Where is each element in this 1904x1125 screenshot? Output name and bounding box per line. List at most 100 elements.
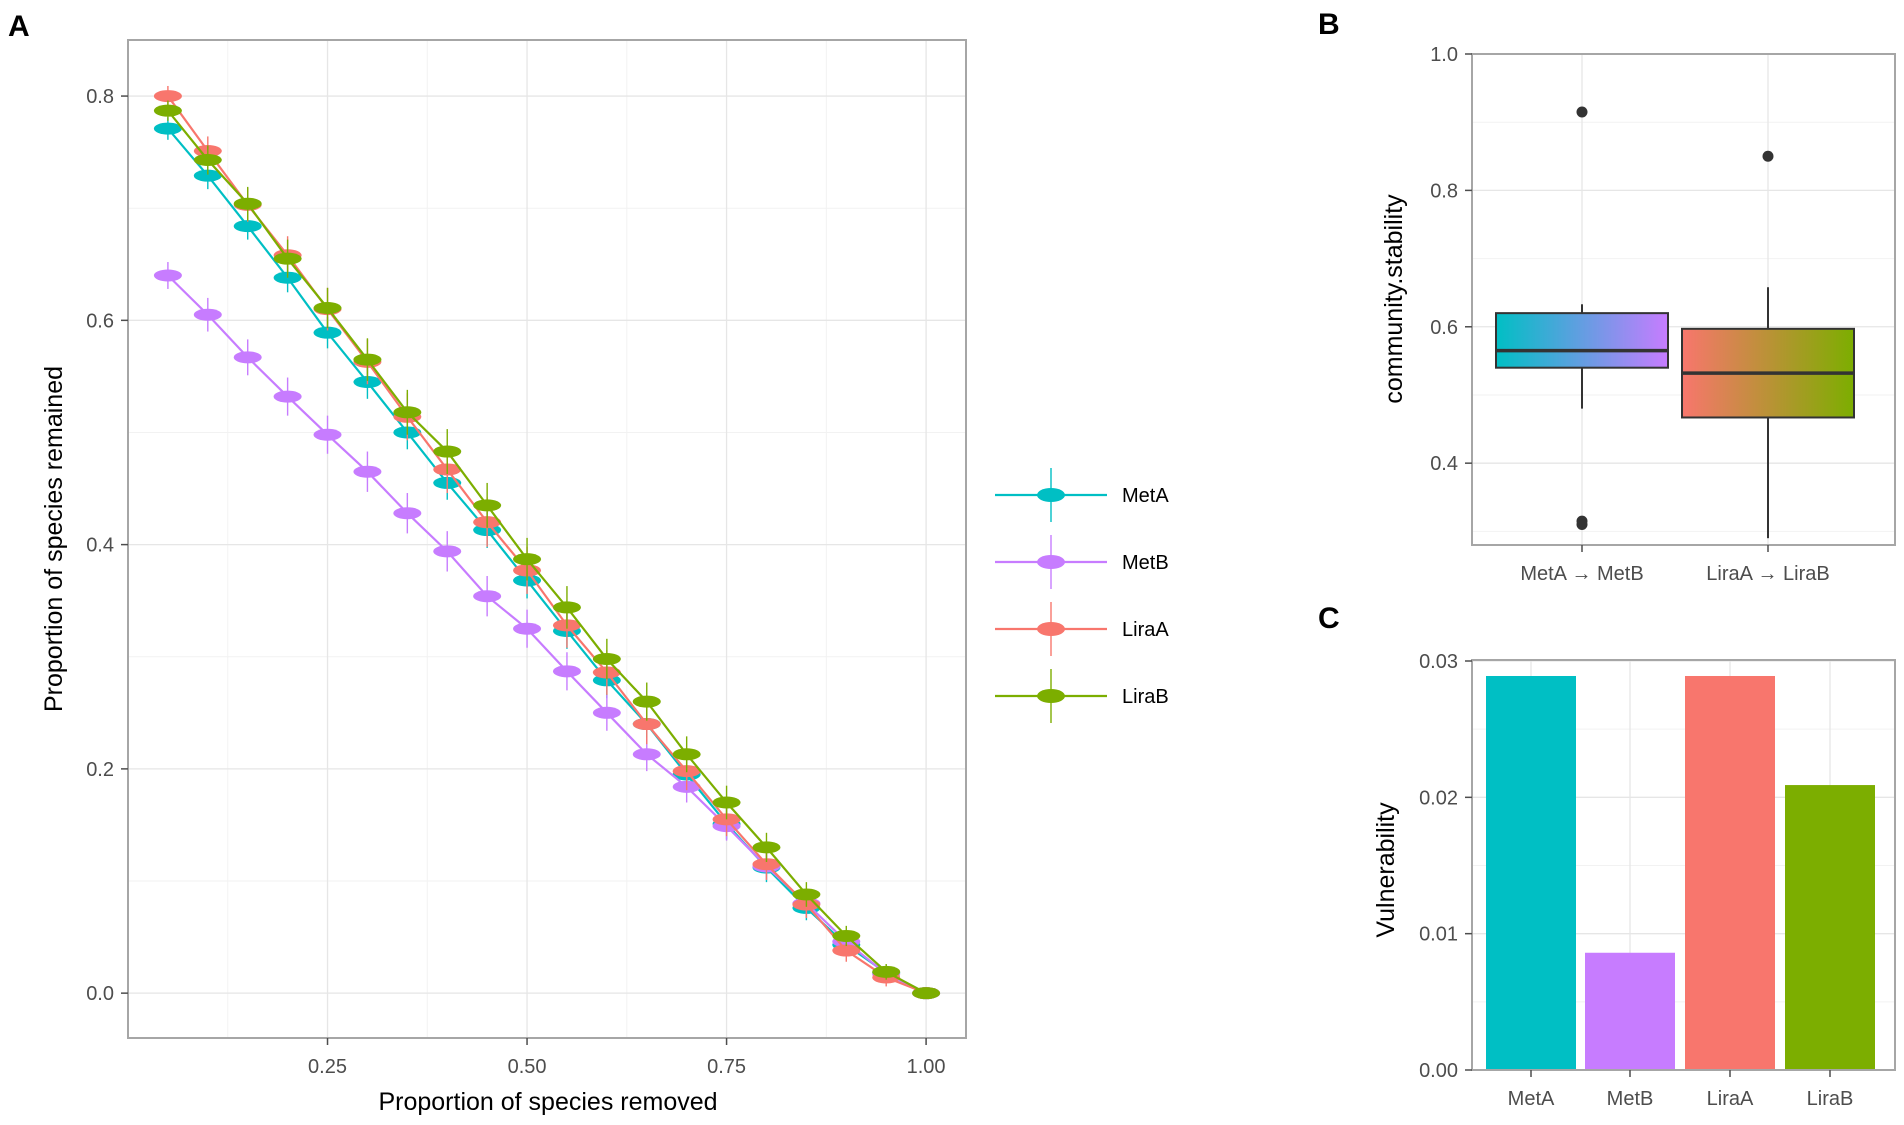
data-point [393, 406, 422, 419]
series-metb [153, 262, 941, 1000]
panel-b-frame [1471, 53, 1896, 546]
bar-meta [1486, 675, 1576, 1070]
panel-c-y-tick-label: 0.03 [1419, 651, 1458, 673]
data-point [153, 104, 182, 117]
panel-a-line-chart: 0.25 0.50 0.75 1.00 0.0 0.2 0.4 0.6 0.8 Proport… [40, 39, 1169, 1116]
data-point [632, 718, 661, 731]
data-point [592, 706, 621, 719]
data-point [273, 252, 302, 265]
panel-b-y-tick-label: 0.4 [1430, 453, 1458, 475]
panel-letter-b: B [1318, 8, 1340, 41]
legend-label: MetB [1122, 552, 1169, 574]
legend-point [1037, 689, 1065, 703]
series-liraa [153, 85, 941, 1000]
legend-entry-metb: MetB [995, 535, 1169, 589]
panel-letter-c: C [1318, 602, 1340, 635]
panel-a-y-tick-label: 0.2 [86, 759, 114, 781]
panel-c-frame [1471, 659, 1896, 1071]
outlier-point [1762, 150, 1774, 162]
legend-point [1037, 555, 1065, 569]
panel-a-x-tick-label: 1.00 [907, 1056, 946, 1078]
panel-a-y-tick-label: 0.6 [86, 310, 114, 332]
data-point [313, 302, 342, 315]
data-point [193, 308, 222, 321]
data-point [473, 499, 502, 512]
legend-point [1037, 488, 1065, 502]
panel-c-x-ticks: MetA MetB LiraA LiraB [1508, 1070, 1854, 1110]
data-point [792, 888, 821, 901]
data-point [752, 858, 781, 871]
data-point [233, 197, 262, 210]
data-point [632, 748, 661, 761]
data-point [712, 796, 741, 809]
legend-entry-liraa: LiraA [995, 602, 1169, 656]
panel-c-x-tick-label: LiraB [1807, 1088, 1854, 1110]
data-point [313, 326, 342, 339]
series-lirab [153, 100, 941, 1000]
panel-b-y-tick-label: 0.8 [1430, 180, 1458, 202]
data-point [832, 944, 861, 957]
data-point [153, 122, 182, 135]
data-point [912, 987, 941, 1000]
panel-c-x-tick-label: MetA [1508, 1088, 1555, 1110]
legend-point [1037, 622, 1065, 636]
panel-c-y-tick-label: 0.01 [1419, 924, 1458, 946]
legend-label: LiraB [1122, 686, 1169, 708]
legend-entry-meta: MetA [995, 468, 1169, 522]
data-point [193, 153, 222, 166]
panel-a-x-tick-label: 0.75 [707, 1056, 746, 1078]
data-point [273, 390, 302, 403]
outlier-point [1576, 519, 1588, 531]
box-iqr [1495, 312, 1669, 369]
panel-c-y-axis-title: Vulnerability [1372, 802, 1400, 938]
data-point [513, 553, 542, 566]
panel-b-y-tick-label: 0.6 [1430, 317, 1458, 339]
panel-c-y-tick-label: 0.00 [1419, 1060, 1458, 1082]
legend-entry-lirab: LiraB [995, 669, 1169, 723]
panel-c-x-tick-label: LiraA [1707, 1088, 1754, 1110]
data-point [672, 748, 701, 761]
box-meta-metb [1495, 106, 1669, 531]
panel-a-y-tick-label: 0.0 [86, 983, 114, 1005]
panel-b-box-plot: 0.4 0.6 0.8 1.0 MetA → MetB LiraA → LiraB co… [1380, 44, 1896, 585]
panel-a-x-tick-label: 0.50 [508, 1056, 547, 1078]
data-point [353, 353, 382, 366]
panel-a-legend: MetA MetB LiraA LiraB [995, 468, 1169, 723]
panel-b-x-ticks: MetA → MetB LiraA → LiraB [1520, 545, 1830, 585]
panel-b-boxes [1495, 106, 1855, 539]
series-meta [153, 117, 941, 1000]
panel-c-bar-chart: 0.00 0.01 0.02 0.03 MetA MetB LiraA LiraB Vuln… [1372, 651, 1896, 1110]
series-line-metb [167, 274, 927, 995]
box-liraa-lirab [1681, 150, 1855, 539]
data-point [872, 965, 901, 978]
panel-c-x-tick-label: MetB [1607, 1088, 1654, 1110]
panel-a-y-axis-title: Proportion of species remained [40, 366, 68, 712]
data-point [632, 695, 661, 708]
panel-a-y-tick-label: 0.4 [86, 535, 114, 557]
panel-c-y-tick-label: 0.02 [1419, 787, 1458, 809]
data-point [233, 351, 262, 364]
panel-a-frame [127, 39, 967, 1039]
bar-metb [1585, 952, 1675, 1070]
panel-a-series [153, 85, 941, 1000]
panel-a-y-tick-label: 0.8 [86, 86, 114, 108]
panel-a-y-ticks: 0.0 0.2 0.4 0.6 0.8 [86, 86, 128, 1005]
data-point [393, 507, 422, 520]
data-point [153, 90, 182, 103]
outlier-point [1576, 106, 1588, 118]
data-point [832, 929, 861, 942]
data-point [513, 622, 542, 635]
panel-c-y-ticks: 0.00 0.01 0.02 0.03 [1419, 651, 1472, 1082]
panel-b-x-tick-label: LiraA → LiraB [1706, 563, 1829, 585]
panel-a-x-axis-title: Proportion of species removed [378, 1088, 717, 1116]
legend-label: LiraA [1122, 619, 1169, 641]
bar-liraa [1685, 675, 1775, 1070]
data-point [552, 665, 581, 678]
data-point [233, 220, 262, 233]
legend-label: MetA [1122, 485, 1169, 507]
data-point [473, 590, 502, 603]
panel-b-y-ticks: 0.4 0.6 0.8 1.0 [1430, 44, 1472, 475]
data-point [752, 841, 781, 854]
bar-lirab [1785, 785, 1875, 1070]
